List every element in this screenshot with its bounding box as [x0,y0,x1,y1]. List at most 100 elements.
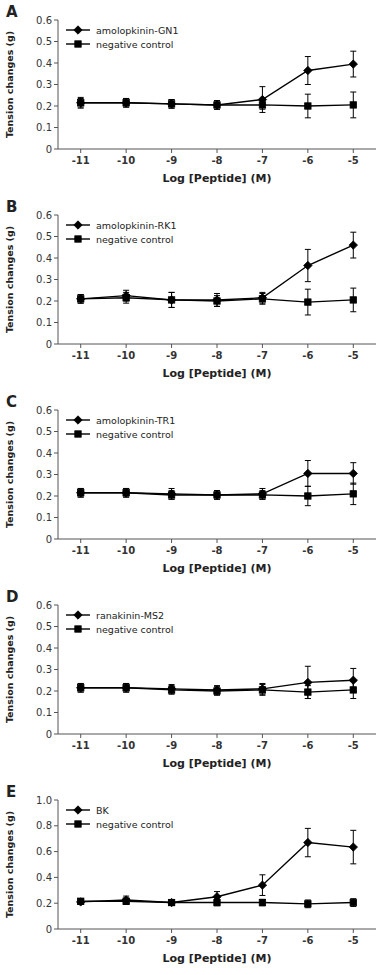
panel-label: D [6,588,18,606]
error-bar [169,292,175,307]
error-bar [350,92,356,118]
y-tick [54,127,58,128]
x-tick [262,344,263,348]
error-bar [350,899,356,907]
y-tick [54,149,58,150]
data-point [168,101,174,107]
x-tick-label: -11 [72,350,90,361]
y-tick-label: 0.5 [36,426,52,437]
series [78,681,357,698]
x-tick [307,149,308,153]
y-tick-label: 1.0 [36,795,52,806]
error-bar [259,293,265,304]
legend: ranakinin-MS2 negative control [66,610,174,635]
x-tick [353,149,354,153]
y-axis-label: Tension changes (g) [4,31,15,138]
error-bar [78,97,84,108]
data-point [168,899,174,905]
data-point [167,100,175,108]
y-tick-label: 0.1 [36,707,52,718]
y-tick [54,41,58,42]
y-tick [54,877,58,878]
error-bar [78,683,84,692]
data-point [77,489,85,497]
x-tick [353,539,354,543]
x-tick [171,929,172,933]
data-point [349,843,357,851]
data-point [122,489,130,497]
legend-label: negative control [96,819,174,830]
y-tick [54,800,58,801]
y-tick-label: 0.4 [36,872,52,883]
x-tick-label: -10 [117,740,135,751]
y-tick-label: 0.2 [36,686,52,697]
error-bar [305,289,311,315]
x-tick [307,344,308,348]
x-tick-label: -9 [166,545,177,556]
series [77,232,358,307]
x-tick [217,344,218,348]
y-tick [54,626,58,627]
y-tick-label: 0.1 [36,122,52,133]
x-tick [171,344,172,348]
data-point [78,898,84,904]
y-tick [54,84,58,85]
error-bar [123,683,129,692]
y-tick-label: 0 [46,339,52,350]
plot-area [77,232,358,315]
data-point [259,899,265,905]
data-point [259,687,265,693]
x-tick [217,539,218,543]
x-tick-label: -5 [348,740,359,751]
error-bar [214,101,220,110]
x-tick [307,734,308,738]
y-tick [54,712,58,713]
y-tick [54,605,58,606]
error-bar [123,488,129,497]
panel: E-11-10-9-8-7-6-500.20.40.60.81.0Log [Pe… [4,783,376,965]
data-point [167,685,175,693]
y-tick [54,734,58,735]
data-point [77,898,85,906]
y-tick [54,851,58,852]
legend-label: negative control [96,429,174,440]
legend-label: ranakinin-MS2 [96,610,164,621]
x-tick [126,149,127,153]
data-point [77,295,85,303]
data-point [214,492,220,498]
x-tick-label: -6 [302,740,313,751]
error-bar [78,295,84,304]
y-tick-label: 0.4 [36,253,52,264]
error-bar [214,687,220,696]
legend: amolopkinin-RK1negative control [66,220,177,245]
legend-label: negative control [96,624,174,635]
panel: B-11-10-9-8-7-6-500.10.20.30.40.50.6Log … [4,198,376,380]
legend-label: negative control [96,39,174,50]
x-tick [80,734,81,738]
x-tick-label: -5 [348,350,359,361]
x-tick-label: -7 [257,350,268,361]
data-point [168,297,174,303]
x-tick [126,539,127,543]
data-point [78,685,84,691]
panel-label: C [6,393,17,411]
legend-label: negative control [96,234,174,245]
x-tick [80,344,81,348]
legend-label: BK [96,805,110,816]
series [78,92,357,118]
series [77,461,358,500]
error-bar [123,683,129,692]
data-point [304,678,312,686]
x-tick-label: -6 [302,350,313,361]
legend-swatch-marker [75,236,81,242]
error-bar [169,686,175,695]
plot-area [77,828,358,907]
error-bar [214,101,220,110]
legend-label: amolopkinin-TR1 [96,415,175,426]
data-point [123,490,129,496]
error-bar [350,681,356,698]
data-point [168,687,174,693]
y-tick-label: 0.5 [36,621,52,632]
x-tick-label: -9 [166,935,177,946]
legend-swatch-marker [75,431,81,437]
